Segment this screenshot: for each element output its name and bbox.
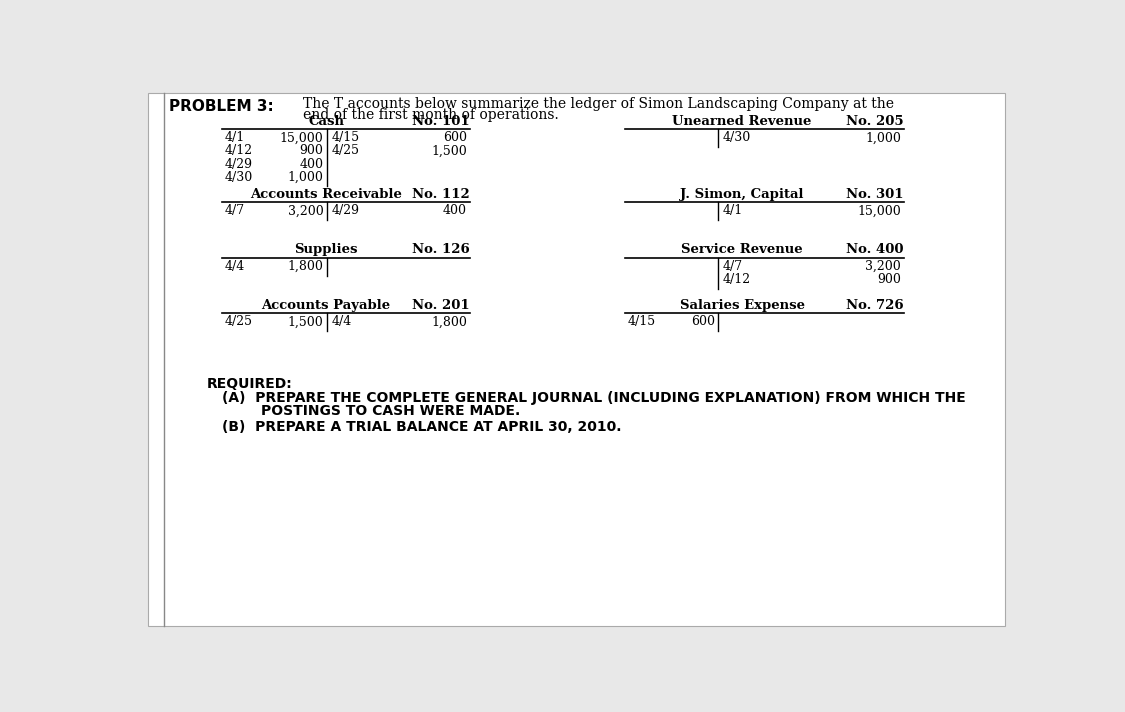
Text: J. Simon, Capital: J. Simon, Capital [681, 188, 804, 201]
Text: (A)  PREPARE THE COMPLETE GENERAL JOURNAL (INCLUDING EXPLANATION) FROM WHICH THE: (A) PREPARE THE COMPLETE GENERAL JOURNAL… [222, 391, 965, 405]
Text: 1,800: 1,800 [431, 315, 467, 328]
Text: 4/7: 4/7 [722, 260, 742, 273]
Text: 3,200: 3,200 [288, 204, 324, 217]
FancyBboxPatch shape [148, 93, 1005, 626]
Text: 1,800: 1,800 [288, 260, 324, 273]
Text: PROBLEM 3:: PROBLEM 3: [169, 98, 273, 113]
Text: The T accounts below summarize the ledger of Simon Landscaping Company at the: The T accounts below summarize the ledge… [304, 97, 894, 111]
Text: (B)  PREPARE A TRIAL BALANCE AT APRIL 30, 2010.: (B) PREPARE A TRIAL BALANCE AT APRIL 30,… [222, 419, 621, 434]
Text: 4/1: 4/1 [224, 131, 244, 145]
Text: No. 201: No. 201 [413, 299, 470, 312]
Text: end of the first month of operations.: end of the first month of operations. [304, 108, 559, 122]
Text: 400: 400 [299, 157, 324, 170]
Text: 4/7: 4/7 [224, 204, 244, 217]
Text: 400: 400 [443, 204, 467, 217]
Text: Accounts Payable: Accounts Payable [262, 299, 390, 312]
Text: 4/4: 4/4 [224, 260, 244, 273]
Text: 4/12: 4/12 [722, 273, 750, 286]
Text: 1,000: 1,000 [865, 131, 901, 145]
Text: 600: 600 [443, 131, 467, 145]
Text: No. 301: No. 301 [846, 188, 904, 201]
Text: 900: 900 [878, 273, 901, 286]
Text: 900: 900 [299, 145, 324, 157]
Text: No. 126: No. 126 [412, 244, 470, 256]
Text: 15,000: 15,000 [280, 131, 324, 145]
Text: 1,500: 1,500 [431, 145, 467, 157]
Text: 4/30: 4/30 [722, 131, 750, 145]
Text: No. 400: No. 400 [846, 244, 904, 256]
Text: No. 112: No. 112 [412, 188, 470, 201]
Text: 4/29: 4/29 [224, 157, 252, 170]
Text: POSTINGS TO CASH WERE MADE.: POSTINGS TO CASH WERE MADE. [222, 404, 520, 418]
Text: 4/1: 4/1 [722, 204, 742, 217]
Text: 4/25: 4/25 [331, 145, 359, 157]
Text: 3,200: 3,200 [865, 260, 901, 273]
Text: No. 726: No. 726 [846, 299, 904, 312]
Text: 4/30: 4/30 [224, 171, 253, 184]
Text: 4/25: 4/25 [224, 315, 252, 328]
Text: Service Revenue: Service Revenue [682, 244, 803, 256]
Text: No. 101: No. 101 [413, 115, 470, 127]
Text: Accounts Receivable: Accounts Receivable [250, 188, 402, 201]
Text: 600: 600 [691, 315, 714, 328]
Text: 4/29: 4/29 [331, 204, 359, 217]
Text: No. 205: No. 205 [846, 115, 904, 127]
Text: 4/12: 4/12 [224, 145, 252, 157]
Text: 4/4: 4/4 [331, 315, 351, 328]
Text: Cash: Cash [308, 115, 344, 127]
Text: Unearned Revenue: Unearned Revenue [673, 115, 812, 127]
Text: Supplies: Supplies [295, 244, 358, 256]
Text: 15,000: 15,000 [857, 204, 901, 217]
Text: 1,500: 1,500 [288, 315, 324, 328]
Text: Salaries Expense: Salaries Expense [680, 299, 804, 312]
Text: REQUIRED:: REQUIRED: [207, 377, 292, 392]
Text: 4/15: 4/15 [628, 315, 656, 328]
Text: 4/15: 4/15 [331, 131, 359, 145]
Text: 1,000: 1,000 [288, 171, 324, 184]
